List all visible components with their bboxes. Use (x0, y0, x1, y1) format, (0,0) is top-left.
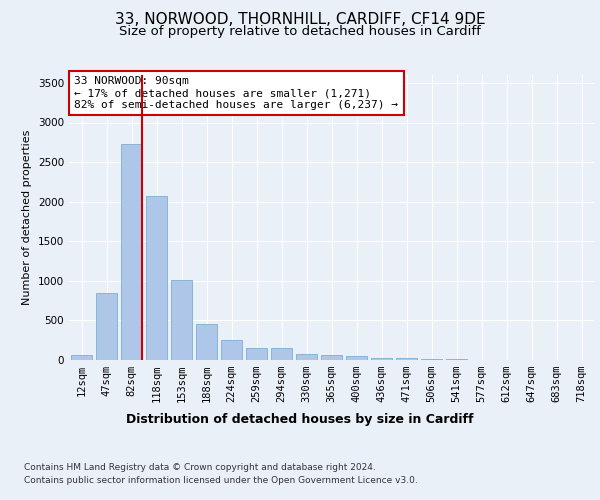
Bar (71, 355, 92, 360)
Text: 33, NORWOOD, THORNHILL, CARDIFF, CF14 9DE: 33, NORWOOD, THORNHILL, CARDIFF, CF14 9D… (115, 12, 485, 28)
Bar (271, 348, 292, 360)
Bar (96, 292, 117, 360)
Bar (421, 359, 442, 360)
Bar (346, 356, 367, 360)
Bar (296, 354, 317, 360)
Bar (196, 324, 217, 360)
Text: Contains HM Land Registry data © Crown copyright and database right 2024.: Contains HM Land Registry data © Crown c… (24, 462, 376, 471)
Text: 33 NORWOOD: 90sqm
← 17% of detached houses are smaller (1,271)
82% of semi-detac: 33 NORWOOD: 90sqm ← 17% of detached hous… (74, 76, 398, 110)
Bar (246, 348, 267, 360)
Bar (371, 358, 392, 360)
Bar (146, 196, 167, 360)
Bar (321, 355, 342, 360)
Bar (396, 358, 417, 360)
Text: Distribution of detached houses by size in Cardiff: Distribution of detached houses by size … (126, 412, 474, 426)
Bar (171, 280, 192, 360)
Text: Size of property relative to detached houses in Cardiff: Size of property relative to detached ho… (119, 25, 481, 38)
Text: Contains public sector information licensed under the Open Government Licence v3: Contains public sector information licen… (24, 476, 418, 485)
Bar (221, 340, 242, 360)
Bar (121, 144, 142, 360)
Bar (446, 359, 467, 360)
Y-axis label: Number of detached properties: Number of detached properties (22, 130, 32, 305)
